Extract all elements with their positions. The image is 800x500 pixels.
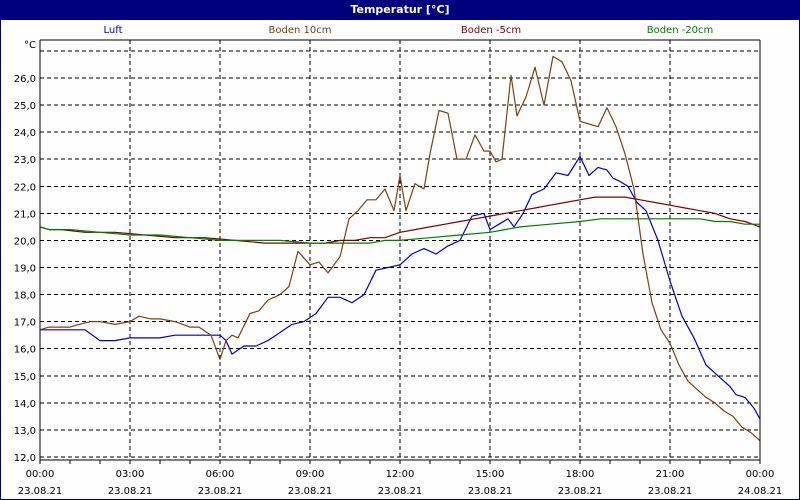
y-tick-label: 16,0 bbox=[14, 345, 36, 356]
y-tick-label: 25,0 bbox=[14, 101, 36, 112]
x-tick-time: 18:00 bbox=[566, 469, 595, 480]
y-tick-label: 17,0 bbox=[14, 318, 36, 329]
x-tick-date: 23.08.21 bbox=[378, 486, 423, 497]
window-title: Temperatur [°C] bbox=[350, 3, 450, 16]
y-tick-label: 21,0 bbox=[14, 209, 36, 220]
x-tick-time: 15:00 bbox=[476, 469, 505, 480]
y-tick-label: 22,0 bbox=[14, 182, 36, 193]
grid bbox=[40, 40, 760, 460]
y-tick-label: 18,0 bbox=[14, 291, 36, 302]
legend-item-boden-20cm: Boden -20cm bbox=[646, 25, 714, 36]
x-tick-time: 00:00 bbox=[746, 469, 775, 480]
x-tick-date: 23.08.21 bbox=[18, 486, 63, 497]
x-tick-date: 23.08.21 bbox=[648, 486, 693, 497]
x-tick-time: 12:00 bbox=[386, 469, 415, 480]
y-axis-labels: 12,0 13,0 14,0 15,0 16,0 17,0 18,0 19,0 20,0 21,0… bbox=[14, 74, 36, 464]
series-lines bbox=[39, 55, 761, 442]
y-tick-label: 26,0 bbox=[14, 74, 36, 85]
y-tick-label: 20,0 bbox=[14, 236, 36, 247]
series-boden-20cm bbox=[39, 218, 760, 244]
x-tick-date: 24.08.21 bbox=[738, 486, 783, 497]
x-tick-time: 21:00 bbox=[656, 469, 685, 480]
series-luft bbox=[40, 155, 761, 420]
legend-item-boden-10cm: Boden 10cm bbox=[268, 25, 332, 36]
x-tick-time: 00:00 bbox=[26, 469, 55, 480]
series-boden-10cm bbox=[39, 55, 761, 442]
y-tick-label: 23,0 bbox=[14, 155, 36, 166]
y-tick-label: 15,0 bbox=[14, 372, 36, 383]
y-tick-label: 14,0 bbox=[14, 399, 36, 410]
y-tick-label: 24,0 bbox=[14, 128, 36, 139]
y-tick-label: 19,0 bbox=[14, 264, 36, 275]
x-tick-date: 23.08.21 bbox=[198, 486, 243, 497]
axes bbox=[39, 39, 761, 464]
x-tick-time: 06:00 bbox=[206, 469, 235, 480]
x-tick-date: 23.08.21 bbox=[108, 486, 153, 497]
x-tick-time: 03:00 bbox=[116, 469, 145, 480]
x-tick-time: 09:00 bbox=[296, 469, 325, 480]
x-axis-labels: 00:00 23.08.21 03:00 23.08.21 06:00 23.08.21 0… bbox=[18, 469, 783, 497]
y-axis-unit: °C bbox=[24, 40, 36, 51]
x-tick-date: 23.08.21 bbox=[468, 486, 513, 497]
y-tick-label: 12,0 bbox=[14, 453, 36, 464]
window-title-bar: Temperatur [°C] bbox=[0, 0, 800, 20]
y-tick-label: 13,0 bbox=[14, 426, 36, 437]
legend-item-luft: Luft bbox=[103, 25, 123, 36]
x-tick-date: 23.08.21 bbox=[558, 486, 603, 497]
x-tick-date: 23.08.21 bbox=[288, 486, 333, 497]
legend-item-boden-5cm: Boden -5cm bbox=[460, 25, 522, 36]
